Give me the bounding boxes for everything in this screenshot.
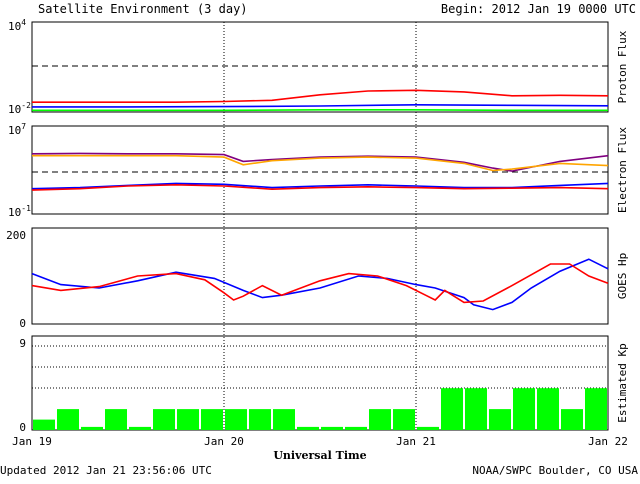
kp-bar [297,426,319,430]
kp-bar [81,426,103,430]
kp-bar [465,388,487,430]
electron-series-orange [32,154,609,172]
day-separators [223,22,417,430]
updated-timestamp: Updated 2012 Jan 21 23:56:06 UTC [0,464,212,477]
kp-bar [489,409,511,430]
credit-label: NOAA/SWPC Boulder, CO USA [472,464,638,477]
xtick-jan21: Jan 21 [396,435,436,448]
kp-panel-frame [31,335,609,431]
electron-ytick-bottom: 10-1 [8,204,31,219]
kp-bar [249,409,271,430]
proton-ytick-bottom: 10-2 [8,101,31,116]
chart-title: Satellite Environment (3 day) [38,2,248,16]
hp-ytick-bottom: 0 [19,317,26,330]
kp-gridlines [32,345,608,389]
kp-bar [33,419,55,430]
electron-series-group [31,152,609,191]
xtick-jan22: Jan 22 [588,435,628,448]
kp-bar [561,409,583,430]
electron-panel-frame [31,125,609,215]
hp-panel-frame [31,227,609,325]
kp-bar [105,409,127,430]
kp-bar [417,426,439,430]
kp-bar [177,409,199,430]
begin-label: Begin: 2012 Jan 19 0000 UTC [441,2,636,16]
proton-panel-frame [31,21,609,113]
kp-bar [273,409,295,430]
kp-bar [393,409,415,430]
kp-bar [369,409,391,430]
kp-panel-label: Estimated Kp [616,343,629,422]
xtick-jan20: Jan 20 [204,435,244,448]
hp-series-red [31,263,609,304]
proton-series-green [32,109,608,112]
kp-ytick-top: 9 [19,337,26,350]
kp-bar [57,409,79,430]
kp-bars-group [33,388,607,430]
hp-series-group [31,258,609,311]
hp-panel-label: GOES Hp [616,253,629,299]
electron-series-red [31,183,609,191]
kp-bar [201,409,223,430]
electron-ytick-top: 107 [8,122,26,137]
kp-bar [153,409,175,430]
kp-bar [129,426,151,430]
kp-bar [513,388,535,430]
kp-bar [537,388,559,430]
kp-ytick-bottom: 0 [19,421,26,434]
proton-series-blue [32,103,609,108]
kp-bar [585,388,607,430]
x-axis-title: Universal Time [273,449,366,462]
hp-ytick-top: 200 [6,229,26,242]
proton-ytick-top: 104 [8,18,26,33]
kp-bar [225,409,247,430]
kp-bar [321,426,343,430]
proton-series-group [32,89,609,112]
hp-series-blue [31,258,609,311]
kp-bar [345,426,367,430]
electron-panel-label: Electron Flux [616,127,629,213]
proton-series-red [32,89,609,103]
proton-panel-label: Proton Flux [616,30,629,103]
kp-bar [441,388,463,430]
xtick-jan19: Jan 19 [12,435,52,448]
